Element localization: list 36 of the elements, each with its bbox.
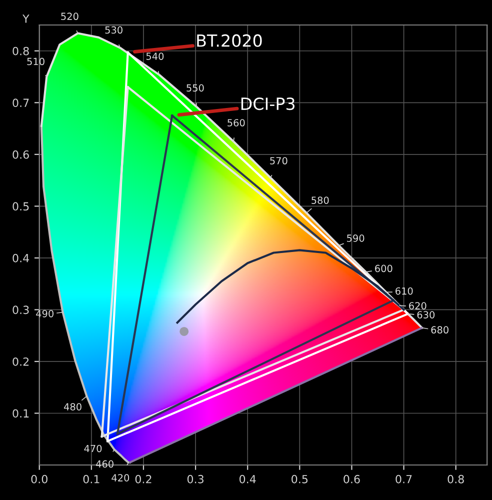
annotation: 550: [186, 84, 204, 92]
annotation: 560: [228, 119, 245, 126]
annotation: 540: [146, 52, 164, 60]
x-tick-label: 0.6: [344, 474, 360, 484]
annotation: 680: [431, 326, 448, 334]
annotation: 520: [61, 12, 78, 20]
x-tick-label: 0.7: [396, 474, 412, 484]
x-tick-label: 0.3: [187, 474, 204, 484]
annotation: 620: [409, 302, 426, 310]
annotation: 480: [64, 403, 82, 410]
y-tick-label: 0.6: [12, 150, 29, 159]
text: BT.2020: [197, 34, 262, 47]
annotation: 470: [84, 444, 102, 452]
y-tick-label: 0.7: [12, 98, 29, 108]
y-tick-label: 0.3: [12, 306, 29, 314]
y-tick-label: 0.2: [12, 357, 29, 366]
annotation: 420: [112, 474, 130, 482]
y-axis-title: Y: [22, 14, 30, 23]
x-tick-label: 0.0: [31, 474, 48, 484]
y-tick-label: 0.8: [12, 46, 29, 56]
y-tick-label: 0.1: [12, 409, 29, 418]
x-tick-label: 0.2: [135, 474, 152, 484]
x-tick-label: 0.5: [292, 474, 308, 484]
annotation: 590: [347, 234, 364, 242]
text: DCI-P3: [241, 97, 295, 110]
x-tick-label: 0.4: [240, 474, 256, 484]
annotation: 630: [417, 311, 435, 318]
annotation: 580: [312, 196, 329, 204]
annotation: 570: [270, 157, 288, 164]
annotation: 610: [396, 287, 413, 295]
y-tick-label: 0.4: [12, 254, 30, 262]
annotation: 530: [105, 26, 122, 34]
y-tick-label: 0.5: [12, 202, 29, 211]
x-tick-label: 0.1: [83, 474, 100, 484]
annotation: 600: [375, 264, 392, 272]
x-tick-label: 0.8: [448, 474, 464, 484]
